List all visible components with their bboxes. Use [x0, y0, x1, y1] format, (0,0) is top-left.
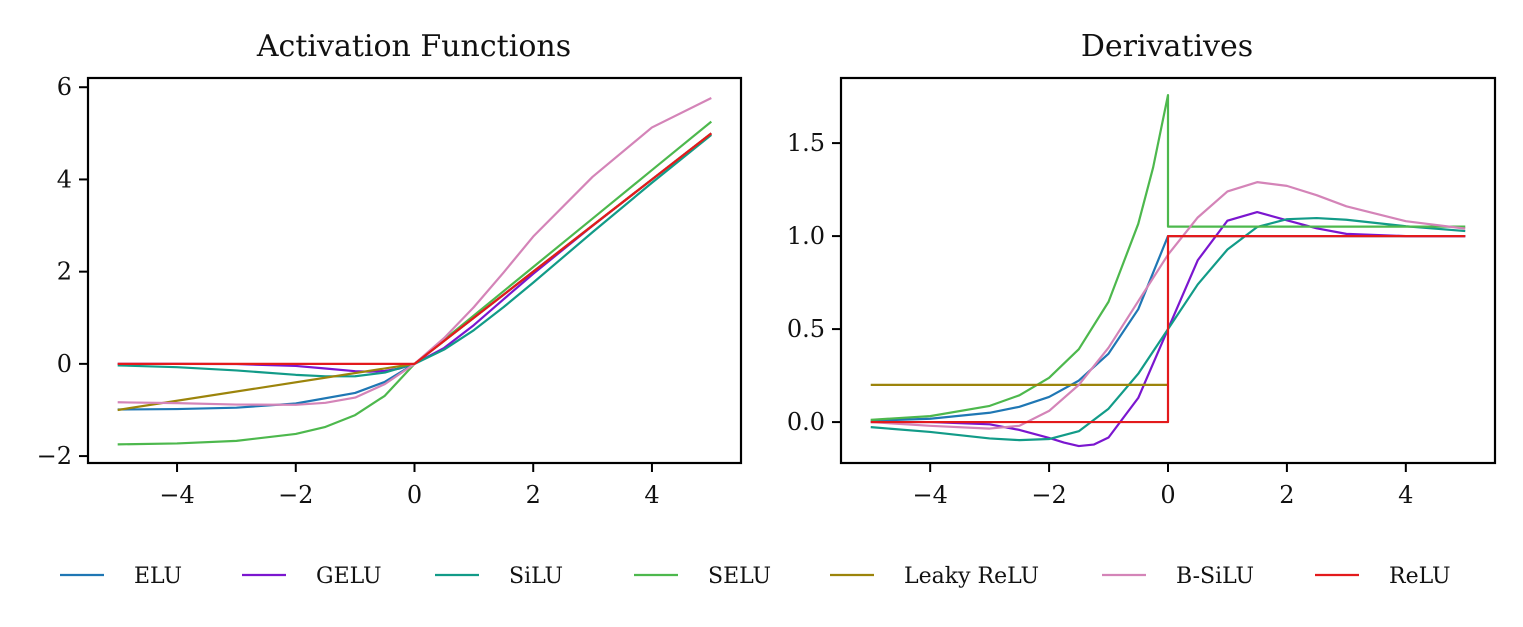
x-axis: −4 −2 0 2 4 [159, 463, 660, 509]
activation-functions-chart: Activation Functions −4 −2 0 2 4 −2 0 2 4 6 [37, 29, 743, 509]
chart-title: Activation Functions [256, 29, 571, 64]
legend-label: Leaky ReLU [904, 564, 1039, 589]
series-layer [117, 96, 713, 446]
y-tick-label: 2 [57, 258, 72, 286]
chart-title: Derivatives [1081, 29, 1253, 64]
series-line-gelu [870, 211, 1466, 448]
legend-label: B-SiLU [1176, 564, 1254, 589]
y-tick-label: 0.5 [787, 315, 825, 343]
series-line-silu [117, 133, 713, 378]
series-line-relu [117, 132, 712, 365]
x-tick-label: 0 [407, 481, 422, 509]
x-tick-label: 4 [1398, 481, 1413, 509]
legend-label: SELU [708, 564, 771, 589]
derivatives-chart: Derivatives −4 −2 0 2 4 0.0 0.5 1.0 1.5 [787, 29, 1497, 509]
y-tick-label: 0 [57, 350, 72, 378]
x-tick-label: 4 [644, 481, 659, 509]
y-tick-label: 6 [57, 73, 72, 101]
y-axis: −2 0 2 4 6 [37, 73, 88, 470]
series-line-b-silu [117, 96, 712, 406]
x-tick-label: −2 [278, 481, 313, 509]
y-tick-label: 4 [57, 165, 72, 193]
y-tick-label: 1.0 [787, 222, 825, 250]
y-tick-label: 0.0 [787, 408, 825, 436]
x-tick-label: −2 [1031, 481, 1066, 509]
legend-label: SiLU [509, 564, 563, 589]
series-layer [870, 94, 1466, 448]
series-line-selu [870, 94, 1466, 421]
x-tick-label: −4 [159, 481, 194, 509]
series-line-selu [117, 120, 713, 446]
y-axis: 0.0 0.5 1.0 1.5 [787, 129, 841, 436]
legend-label: ELU [134, 564, 182, 589]
x-tick-label: 2 [526, 481, 541, 509]
y-tick-label: 1.5 [787, 129, 825, 157]
legend-label: ReLU [1389, 564, 1451, 589]
legend-label: GELU [316, 564, 382, 589]
series-line-gelu [117, 132, 712, 373]
x-tick-label: −4 [912, 481, 947, 509]
series-line-relu [870, 234, 1466, 424]
legend: ELU GELU SiLU SELU Leaky ReLU B-SiLU ReLU [60, 564, 1451, 589]
x-tick-label: 2 [1279, 481, 1294, 509]
x-axis: −4 −2 0 2 4 [912, 463, 1413, 509]
y-tick-label: −2 [37, 442, 72, 470]
x-tick-label: 0 [1160, 481, 1175, 509]
